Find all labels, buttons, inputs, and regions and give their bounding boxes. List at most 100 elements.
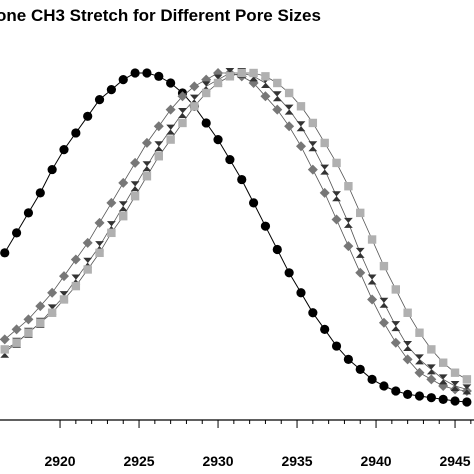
data-point [0, 345, 9, 354]
data-point [153, 121, 164, 132]
data-point [379, 381, 389, 391]
data-point [95, 248, 104, 258]
data-point [320, 164, 330, 175]
x-ticks: 2920 2925 2930 2935 2940 2945 [44, 420, 472, 469]
data-point [320, 324, 330, 335]
data-point [367, 374, 377, 384]
data-point [249, 68, 258, 78]
data-point [0, 248, 10, 258]
data-point [403, 308, 412, 317]
data-point [119, 211, 128, 221]
data-point [296, 288, 306, 298]
data-point [450, 381, 460, 392]
data-point [130, 181, 140, 192]
data-point [71, 281, 81, 291]
data-point [308, 141, 318, 152]
data-point [166, 78, 176, 88]
data-point [201, 88, 211, 98]
data-point [308, 118, 318, 128]
data-point [106, 197, 117, 208]
data-point [307, 164, 318, 175]
data-point [225, 154, 235, 165]
data-point [142, 172, 152, 181]
data-point [35, 188, 45, 198]
data-point [166, 124, 176, 135]
x-tick-label: 2945 [439, 453, 470, 469]
data-point [331, 341, 342, 351]
data-point [47, 287, 58, 298]
data-point [355, 267, 366, 278]
data-point [47, 308, 57, 317]
series-square [0, 68, 472, 384]
data-point [12, 338, 21, 347]
data-point [213, 135, 223, 145]
data-point [450, 396, 460, 406]
data-point [272, 104, 283, 115]
data-point [355, 247, 365, 258]
data-point [426, 393, 436, 403]
data-point [331, 214, 342, 225]
data-point [82, 237, 93, 248]
data-point [343, 217, 353, 228]
data-point [284, 268, 294, 278]
series-layer [0, 68, 472, 407]
data-point [166, 135, 175, 144]
data-point [426, 374, 437, 385]
data-point [154, 141, 164, 152]
data-point [273, 78, 282, 88]
series-line [4, 72, 467, 403]
data-point [142, 161, 152, 172]
data-point [391, 285, 400, 294]
data-point [367, 294, 378, 305]
chart-title: one CH3 Stretch for Different Pore Sizes [0, 6, 321, 25]
x-tick-label: 2925 [123, 453, 154, 469]
data-point [154, 71, 164, 81]
data-point [378, 317, 389, 328]
data-point [118, 75, 128, 85]
data-point [94, 95, 105, 105]
data-point [83, 265, 92, 274]
data-point [59, 295, 69, 304]
data-point [237, 68, 246, 78]
data-point [272, 91, 282, 102]
data-point [237, 174, 247, 185]
data-point [367, 235, 377, 244]
data-point [260, 221, 271, 231]
data-point [390, 337, 401, 348]
data-point [332, 191, 341, 202]
data-point [415, 354, 424, 365]
data-point [118, 201, 128, 212]
data-point [59, 144, 69, 155]
data-point [260, 91, 271, 102]
data-point [438, 394, 448, 404]
data-point [414, 391, 425, 401]
data-point [414, 367, 425, 378]
data-point [367, 274, 377, 285]
data-point [295, 141, 306, 152]
data-point [71, 128, 81, 138]
data-point [225, 72, 235, 81]
data-point [462, 375, 472, 384]
data-point [296, 102, 306, 111]
data-point [284, 88, 294, 98]
data-point [178, 118, 187, 128]
data-point [248, 198, 259, 208]
data-point [213, 78, 223, 88]
x-tick-label: 2940 [360, 453, 391, 469]
series-circle [0, 68, 472, 407]
data-point [142, 68, 152, 78]
data-point [343, 354, 353, 364]
data-point [415, 328, 424, 337]
series-hourglass [0, 68, 472, 395]
data-point [94, 217, 105, 228]
data-point [391, 321, 401, 332]
data-point [403, 389, 413, 399]
data-point [308, 308, 318, 318]
data-point [190, 102, 199, 111]
data-point [11, 228, 22, 238]
data-point [355, 364, 365, 374]
data-point [462, 384, 472, 395]
data-point [450, 368, 460, 377]
data-point [23, 208, 34, 218]
data-point [178, 107, 187, 118]
